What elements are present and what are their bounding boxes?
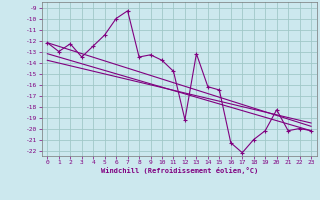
X-axis label: Windchill (Refroidissement éolien,°C): Windchill (Refroidissement éolien,°C) [100,167,258,174]
